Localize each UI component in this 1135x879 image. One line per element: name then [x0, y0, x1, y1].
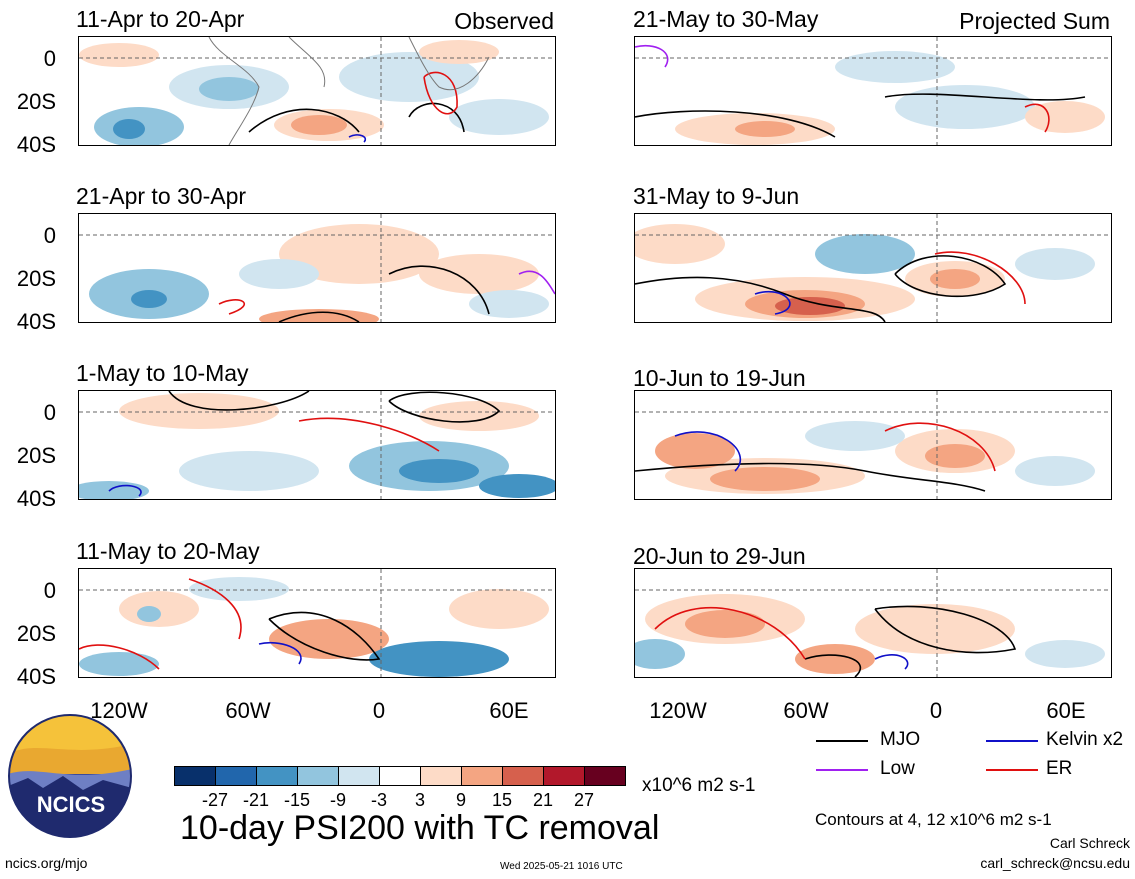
legend-label: ER — [1046, 758, 1073, 779]
map-panel — [634, 213, 1112, 323]
colorbar-label: -21 — [242, 790, 269, 810]
y-tick: 0 — [43, 46, 56, 71]
x-tick: 120W — [649, 698, 707, 723]
legend-swatch-low — [816, 769, 868, 771]
x-tick: 60W — [225, 698, 271, 723]
y-tick: 0 — [43, 578, 56, 603]
x-tick: 60E — [489, 698, 529, 723]
logo-text: NCICS — [36, 792, 106, 817]
footer-author: Carl Schreck — [1049, 835, 1130, 851]
panel-label-observed: Observed — [454, 8, 554, 34]
y-tick: 40S — [16, 664, 56, 689]
x-tick: 60W — [783, 698, 829, 723]
colorbar-label: 21 — [532, 790, 554, 810]
legend-swatch-er — [986, 769, 1038, 771]
colorbar-cell — [379, 766, 421, 786]
colorbar-cell — [420, 766, 462, 786]
colorbar-cell — [215, 766, 257, 786]
psi-anomaly-map — [79, 214, 555, 322]
panel-title: 20-Jun to 29-Jun — [633, 543, 806, 569]
colorbar-label: 27 — [573, 790, 595, 810]
map-panel — [634, 36, 1112, 146]
panel-title: 21-Apr to 30-Apr — [76, 183, 247, 209]
colorbar-cell — [502, 766, 544, 786]
y-tick: 20S — [16, 443, 56, 468]
map-panel — [78, 568, 556, 678]
main-title: 10-day PSI200 with TC removal — [180, 809, 660, 847]
map-panel — [78, 213, 556, 323]
contours-note: Contours at 4, 12 x10^6 m2 s-1 — [815, 810, 1052, 829]
map-panel — [78, 36, 556, 146]
colorbar-label: 15 — [491, 790, 513, 810]
colorbar-cell — [461, 766, 503, 786]
x-tick: 0 — [372, 698, 386, 723]
legend-label: Low — [880, 758, 915, 779]
x-tick: 120W — [90, 698, 148, 723]
footer-timestamp: Wed 2025-05-21 1016 UTC — [500, 861, 623, 872]
colorbar-label: -15 — [283, 790, 310, 810]
x-tick: 60E — [1046, 698, 1086, 723]
panel-title: 10-Jun to 19-Jun — [633, 365, 806, 391]
colorbar-cell — [338, 766, 380, 786]
y-tick: 20S — [16, 89, 56, 114]
y-tick: 40S — [16, 486, 56, 511]
map-panel — [634, 568, 1112, 678]
y-tick: 20S — [16, 621, 56, 646]
panel-title: 21-May to 30-May — [633, 6, 819, 32]
colorbar-cell — [256, 766, 298, 786]
colorbar-cell — [584, 766, 626, 786]
legend-swatch-kelvin — [986, 740, 1038, 742]
psi-anomaly-map — [635, 569, 1111, 677]
map-panel — [634, 390, 1112, 500]
legend-label: Kelvin x2 — [1046, 729, 1124, 750]
psi-anomaly-map — [79, 569, 555, 677]
psi-anomaly-map — [79, 37, 555, 145]
y-tick: 40S — [16, 309, 56, 334]
panel-title: 11-May to 20-May — [76, 538, 260, 564]
colorbar-label: -9 — [329, 790, 346, 810]
footer-email: carl_schreck@ncsu.edu — [980, 855, 1130, 871]
ncics-logo — [8, 714, 132, 838]
colorbar-units: x10^6 m2 s-1 — [642, 775, 756, 796]
map-panel — [78, 390, 556, 500]
panel-label-projected: Projected Sum — [959, 8, 1110, 34]
colorbar-label: -3 — [370, 790, 387, 810]
panel-title: 11-Apr to 20-Apr — [76, 6, 245, 32]
colorbar-cell — [543, 766, 585, 786]
y-tick: 0 — [43, 223, 56, 248]
panel-title: 31-May to 9-Jun — [633, 183, 800, 209]
legend-label: MJO — [880, 729, 921, 750]
legend-swatch-mjo — [816, 740, 868, 742]
shading — [79, 40, 549, 145]
psi-anomaly-map — [635, 37, 1111, 145]
y-tick: 40S — [16, 132, 56, 157]
panel-title: 1-May to 10-May — [76, 360, 249, 386]
colorbar-label: 3 — [414, 790, 425, 810]
footer-url: ncics.org/mjo — [5, 855, 88, 871]
psi-anomaly-map — [635, 214, 1111, 322]
colorbar-label: -27 — [201, 790, 228, 810]
y-tick: 0 — [43, 400, 56, 425]
psi-anomaly-map — [79, 391, 555, 499]
y-tick: 20S — [16, 266, 56, 291]
psi-anomaly-map — [635, 391, 1111, 499]
colorbar-label: 9 — [455, 790, 466, 810]
colorbar-cell — [297, 766, 339, 786]
x-tick: 0 — [929, 698, 943, 723]
colorbar-cell — [174, 766, 216, 786]
